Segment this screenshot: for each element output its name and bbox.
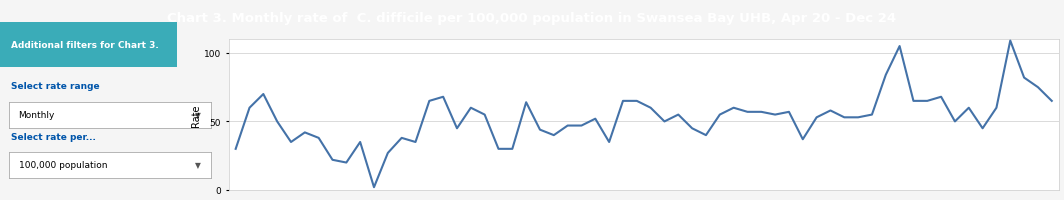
Text: ▼: ▼	[195, 161, 200, 169]
Y-axis label: Rate: Rate	[192, 104, 201, 126]
Text: Chart 3. Monthly rate of  C. difficile per 100,000 population in Swansea Bay UHB: Chart 3. Monthly rate of C. difficile pe…	[167, 12, 897, 24]
Text: Select rate range: Select rate range	[11, 82, 100, 91]
Text: Select rate per...: Select rate per...	[11, 133, 96, 142]
Text: 100,000 population: 100,000 population	[19, 161, 107, 169]
Text: ▼: ▼	[195, 111, 200, 119]
Text: Additional filters for Chart 3.: Additional filters for Chart 3.	[11, 41, 159, 50]
Text: Monthly: Monthly	[19, 111, 55, 119]
